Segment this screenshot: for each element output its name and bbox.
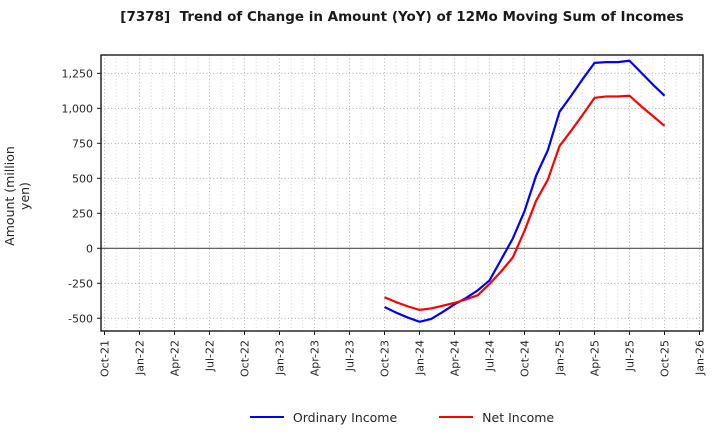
y-tick-label: 250 <box>72 207 93 220</box>
x-tick-label: Jan-24 <box>414 340 427 376</box>
plot-frame <box>100 54 704 332</box>
x-tick-label: Jan-22 <box>134 340 147 376</box>
x-tick-label: Jul-25 <box>624 340 637 372</box>
x-tick-label: Apr-22 <box>169 340 182 376</box>
x-tick-label: Oct-23 <box>379 340 392 377</box>
legend-label-net-income: Net Income <box>482 409 555 425</box>
y-axis-label: Amount (million yen) <box>2 146 32 246</box>
legend-item-ordinary-income: Ordinary Income <box>249 409 398 425</box>
ordinary-income-line <box>384 59 666 323</box>
legend-label-ordinary-income: Ordinary Income <box>292 409 398 425</box>
x-tick-label: Oct-22 <box>239 340 252 377</box>
x-tick-label: Jan-23 <box>274 340 287 376</box>
legend-item-net-income: Net Income <box>439 410 554 425</box>
legend: Ordinary Income Net Income <box>84 405 720 429</box>
y-tick-label: 0 <box>86 242 93 255</box>
x-tick-label: Oct-24 <box>519 340 532 377</box>
chart-title: [7378] Trend of Change in Amount (YoY) o… <box>120 9 684 25</box>
y-tick-label: 1,000 <box>62 102 94 115</box>
x-tick-label: Apr-25 <box>589 340 602 376</box>
ordinary-income-line-swatch <box>249 416 284 418</box>
x-tick-label: Apr-23 <box>309 340 322 376</box>
x-tick-label: Jul-22 <box>204 340 217 372</box>
x-tick-label: Jan-26 <box>694 340 707 376</box>
x-tick-label: Jan-25 <box>554 340 567 376</box>
net-income-line <box>384 94 666 311</box>
y-tick-label: -250 <box>68 277 93 290</box>
x-tick-label: Apr-24 <box>449 340 462 376</box>
y-tick-label: 750 <box>72 137 93 150</box>
y-tick-label: 1,250 <box>62 67 94 80</box>
y-tick-label: -500 <box>68 312 93 325</box>
y-tick-label: 500 <box>72 172 93 185</box>
x-tick-label: Oct-25 <box>659 340 672 377</box>
x-tick-label: Jul-23 <box>344 340 357 372</box>
net-income-line-swatch <box>439 416 474 418</box>
x-tick-label: Oct-21 <box>99 340 112 377</box>
x-tick-label: Jul-24 <box>484 340 497 372</box>
